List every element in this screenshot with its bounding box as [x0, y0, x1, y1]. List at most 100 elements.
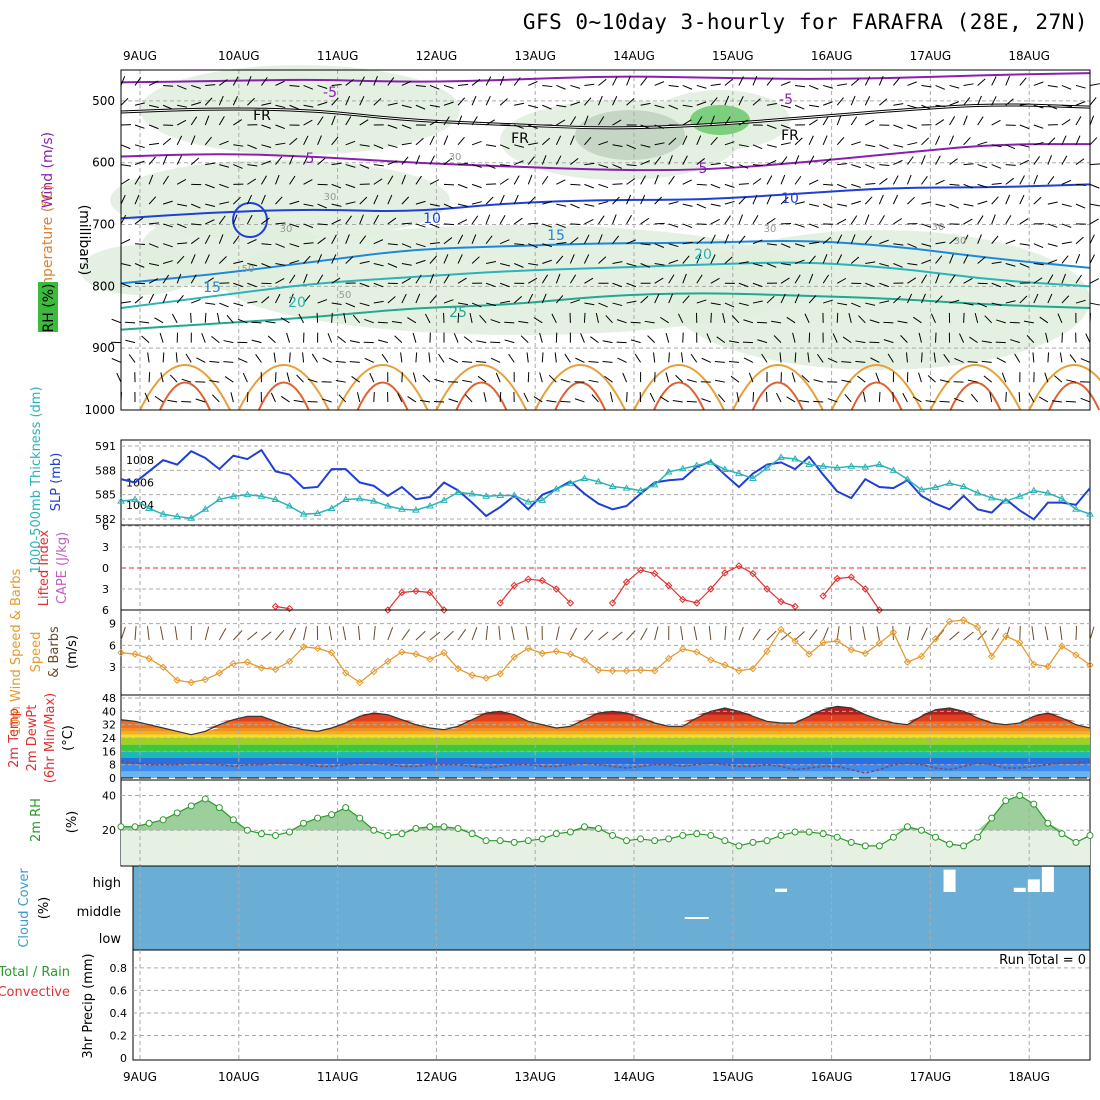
wind-barb: [476, 361, 487, 363]
thickness-tick: 585: [95, 489, 116, 502]
wind-barb: [190, 312, 192, 323]
wind-barb: [766, 175, 773, 185]
temp-band: [121, 738, 1090, 745]
wind-barb: [1047, 137, 1056, 146]
wind-barb: [219, 164, 230, 168]
wind-speed-point: [819, 638, 827, 647]
wind-barb: [850, 234, 856, 244]
wind-barb: [864, 214, 870, 225]
wind-barb: [373, 75, 378, 86]
wind-barb: [162, 243, 173, 248]
wind-barb: [864, 76, 871, 86]
wind-barb: [513, 296, 522, 304]
rh-point: [974, 833, 982, 841]
surface-barb: [373, 626, 376, 641]
rh-tick: 40: [102, 789, 116, 802]
wind-barb: [855, 360, 866, 363]
label-lifted-index: Lifted Index: [37, 529, 52, 606]
wind-barb: [359, 260, 370, 264]
wind-barb: [556, 104, 567, 108]
thickness-point: [973, 489, 982, 496]
wind-barb: [457, 203, 468, 207]
wind-barb: [560, 378, 571, 383]
warm-isotherm: [633, 364, 725, 411]
wind-barb: [247, 164, 258, 167]
wind-barb: [527, 174, 533, 185]
rh-point: [300, 819, 308, 827]
wind-barb: [251, 339, 262, 344]
wind-barb: [247, 300, 258, 304]
wind-barb: [1019, 243, 1030, 246]
wind-speed-point: [384, 657, 392, 666]
wind-barb: [1089, 163, 1100, 166]
wind-barb: [331, 83, 342, 86]
wind-barb: [514, 124, 524, 129]
wind-barb: [327, 333, 333, 343]
wind-speed-point: [426, 655, 434, 663]
wind-barb: [471, 78, 481, 86]
thickness-point: [861, 463, 870, 470]
wind-barb: [359, 196, 368, 205]
wind-barb: [612, 261, 623, 264]
date-label-bottom: 9AUG: [123, 1070, 157, 1084]
wind-barb: [682, 255, 690, 264]
date-label-bottom: 17AUG: [910, 1070, 952, 1084]
wind-barb: [949, 84, 960, 89]
wind-barb: [724, 95, 730, 106]
rh-fill: [121, 795, 1090, 865]
wind-barb: [415, 259, 426, 264]
label-3hr-precip: 3hr Precip (mm): [81, 953, 96, 1058]
wind-barb: [981, 340, 992, 344]
wind-barb: [275, 293, 281, 304]
wind-barb: [690, 353, 698, 363]
wind-barb: [570, 299, 581, 304]
wind-barb: [226, 314, 234, 324]
wind-barb: [457, 136, 465, 146]
thickness-point: [945, 479, 954, 486]
wind-barb: [949, 299, 960, 304]
wind-barb: [369, 372, 375, 383]
wind-barb: [665, 372, 670, 383]
wind-barb: [569, 274, 577, 284]
thickness-point: [257, 492, 266, 499]
wind-speed-point: [215, 669, 224, 677]
wind-barb: [892, 391, 894, 402]
wind-barb: [640, 124, 651, 129]
surface-barb: [471, 626, 478, 641]
wind-barb: [125, 339, 136, 344]
surface-barb: [1044, 626, 1049, 641]
wind-barb: [274, 372, 277, 383]
wind-barb: [1069, 354, 1077, 363]
wind-barb: [141, 335, 150, 343]
wind-barb: [345, 256, 354, 264]
rh-point: [637, 835, 645, 843]
wind-barb: [801, 375, 810, 383]
wind-barb: [682, 203, 693, 207]
wind-barb: [267, 335, 276, 343]
wind-barb: [668, 201, 679, 205]
rh-fill-high: [121, 795, 1090, 831]
wind-barb: [1061, 135, 1067, 146]
wind-barb: [696, 299, 707, 304]
wind-barb: [665, 332, 670, 343]
wind-barb: [261, 102, 272, 106]
surface-barb: [808, 629, 818, 641]
wind-barb: [387, 77, 395, 86]
wind-barb: [415, 274, 422, 284]
rh-point: [580, 823, 588, 831]
wind-barb: [780, 243, 791, 248]
wind-barb: [134, 194, 140, 205]
wind-barb: [991, 76, 997, 86]
date-label-bottom: 16AUG: [811, 1070, 853, 1084]
wind-barb: [247, 239, 257, 245]
wind-barb: [490, 357, 501, 363]
wind-barb: [219, 79, 228, 86]
rh-point: [735, 842, 743, 850]
wind-barb: [925, 400, 936, 403]
wind-barb: [499, 194, 505, 205]
wind-barb: [1033, 196, 1042, 205]
rh-point: [356, 814, 364, 822]
wind-barb: [331, 234, 337, 244]
wind-speed-point: [636, 666, 645, 674]
wind-barb: [415, 84, 426, 87]
